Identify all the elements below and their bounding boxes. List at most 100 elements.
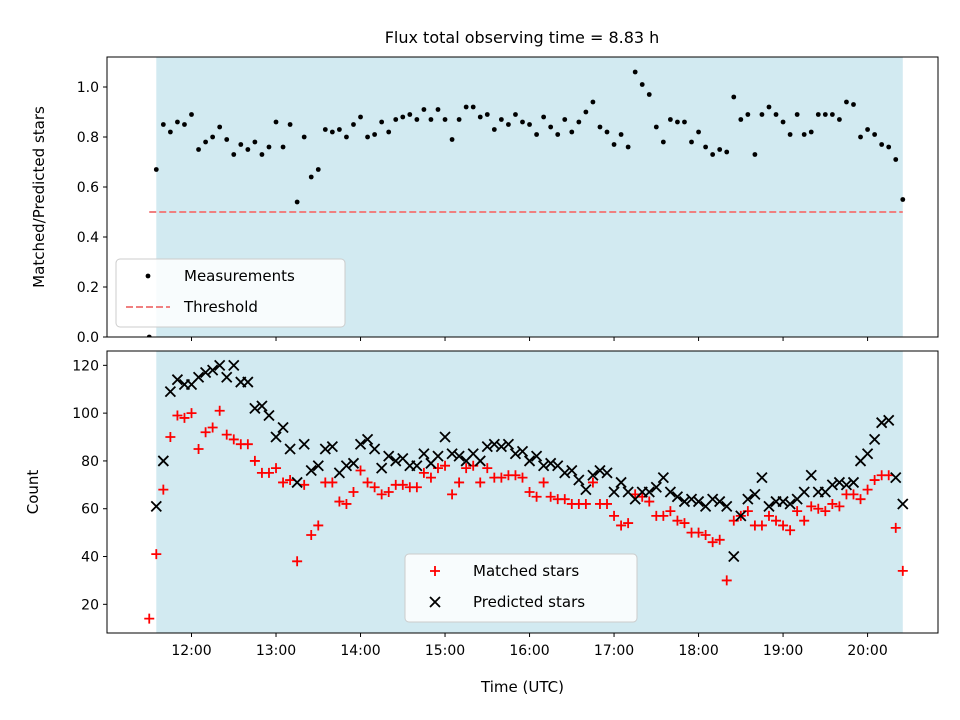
- measurement-point: [329, 129, 335, 135]
- measurement-point: [372, 132, 378, 137]
- measurement-point: [456, 117, 462, 122]
- measurement-point: [527, 122, 532, 127]
- y-tick-label: 120: [72, 358, 99, 374]
- measurement-point: [646, 92, 652, 97]
- measurement-point: [442, 117, 448, 122]
- x-tick-label: 14:00: [340, 643, 380, 659]
- predicted-point: [580, 483, 592, 496]
- predicted-point: [714, 495, 726, 508]
- matched-point: [827, 498, 838, 509]
- matched-point: [813, 503, 824, 514]
- measurement-point: [541, 114, 547, 120]
- matched-point: [602, 498, 613, 509]
- matched-point: [214, 405, 225, 416]
- measurement-point: [766, 104, 772, 110]
- measurement-point: [815, 112, 821, 117]
- matched-point: [763, 510, 774, 521]
- matched-point: [228, 434, 239, 445]
- axes-frame: [106, 350, 939, 634]
- matched-point: [397, 479, 408, 490]
- measurement-point: [865, 127, 870, 132]
- x-tick-label: 13:00: [256, 643, 296, 659]
- legend-marker-predicted: [429, 596, 441, 608]
- measurement-point: [618, 132, 624, 137]
- measurement-point: [146, 334, 152, 337]
- predicted-point: [305, 464, 317, 477]
- matched-point: [679, 518, 690, 529]
- measurement-point: [315, 167, 321, 172]
- predicted-point: [516, 445, 529, 458]
- matched-point: [447, 489, 458, 500]
- predicted-point: [509, 448, 522, 460]
- measurement-point: [182, 122, 187, 127]
- predicted-point: [361, 433, 374, 446]
- measurement-point: [322, 127, 328, 132]
- measurement-point: [653, 124, 659, 130]
- matched-point: [883, 470, 894, 481]
- legend-box: [404, 553, 638, 623]
- predicted-point: [453, 450, 465, 462]
- predicted-point: [573, 474, 585, 486]
- predicted-point: [284, 443, 296, 455]
- predicted-point: [805, 469, 817, 481]
- x-axis-label: Time (UTC): [480, 678, 564, 696]
- matched-point: [271, 463, 282, 474]
- measurement-point: [379, 119, 385, 125]
- legend-marker-matched: [430, 566, 440, 576]
- predicted-point: [608, 486, 620, 498]
- predicted-point: [742, 493, 754, 505]
- measurement-point: [837, 117, 842, 122]
- matched-point: [862, 484, 873, 495]
- measurement-point: [160, 122, 166, 127]
- measurement-point: [569, 129, 575, 135]
- matched-point: [299, 479, 310, 490]
- predicted-point: [228, 359, 240, 371]
- predicted-point: [474, 455, 486, 467]
- measurement-point: [562, 117, 568, 122]
- predicted-point: [495, 440, 508, 453]
- measurement-point: [498, 117, 504, 122]
- matched-point: [158, 484, 169, 495]
- matched-point: [242, 439, 253, 450]
- matched-point: [545, 491, 556, 502]
- predicted-point: [354, 438, 367, 450]
- predicted-point: [601, 467, 613, 479]
- measurement-point: [639, 82, 645, 87]
- predicted-point: [537, 460, 550, 472]
- y-tick-label: 0.4: [77, 230, 99, 246]
- matched-point: [334, 496, 345, 507]
- measurement-point: [555, 132, 561, 137]
- measurement-point: [858, 134, 863, 140]
- predicted-point: [481, 440, 493, 453]
- matched-point: [848, 489, 859, 500]
- matched-point: [517, 472, 528, 483]
- measurement-point: [203, 139, 208, 145]
- measurement-point: [829, 112, 835, 117]
- measurement-point: [351, 122, 356, 127]
- measurement-point: [724, 149, 730, 155]
- predicted-point: [685, 493, 698, 505]
- measurement-point: [470, 104, 476, 110]
- matched-point: [799, 515, 810, 526]
- matched-point: [778, 520, 789, 531]
- matched-point: [510, 470, 521, 481]
- y-tick-label: 60: [81, 502, 99, 518]
- predicted-point: [214, 359, 226, 371]
- predicted-point: [763, 500, 775, 512]
- measurement-point: [801, 132, 807, 137]
- matched-point: [475, 477, 486, 488]
- measurement-point: [682, 119, 687, 125]
- matched-point: [249, 455, 260, 466]
- measurement-point: [287, 122, 293, 127]
- measurement-point: [491, 127, 497, 132]
- legend-label: Measurements: [184, 267, 295, 285]
- measurement-point: [660, 139, 666, 145]
- predicted-point: [164, 385, 177, 398]
- measurement-point: [900, 197, 906, 202]
- matched-point: [559, 494, 570, 505]
- predicted-point: [735, 510, 747, 522]
- matched-point: [616, 520, 627, 531]
- matched-point: [327, 477, 338, 488]
- matched-point: [672, 515, 683, 526]
- matched-point: [285, 475, 296, 486]
